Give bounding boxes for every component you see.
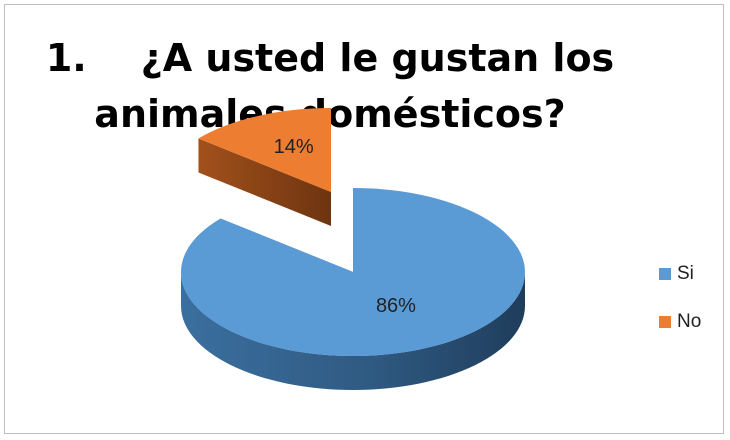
chart-title-line1: ¿A usted le gustan los (140, 36, 615, 80)
pie-slice-si-side (181, 272, 525, 390)
legend-swatch-no (659, 316, 671, 328)
pie-slice-no-wall-0 (198, 138, 331, 226)
chart-title: 1. ¿A usted le gustan los animales domést… (40, 30, 620, 142)
data-label-no: 14% (274, 136, 314, 158)
pie-slice-no-top (198, 108, 331, 192)
legend-swatch-si (659, 268, 671, 280)
data-label-si: 86% (376, 295, 416, 317)
pie-slice-no (198, 108, 331, 226)
legend-label-si: Si (677, 263, 694, 284)
pie-slice-si (180, 188, 525, 390)
legend-label-no: No (677, 311, 701, 332)
chart-title-number: 1. (45, 36, 87, 80)
pie-slice-si-top (180, 188, 525, 356)
